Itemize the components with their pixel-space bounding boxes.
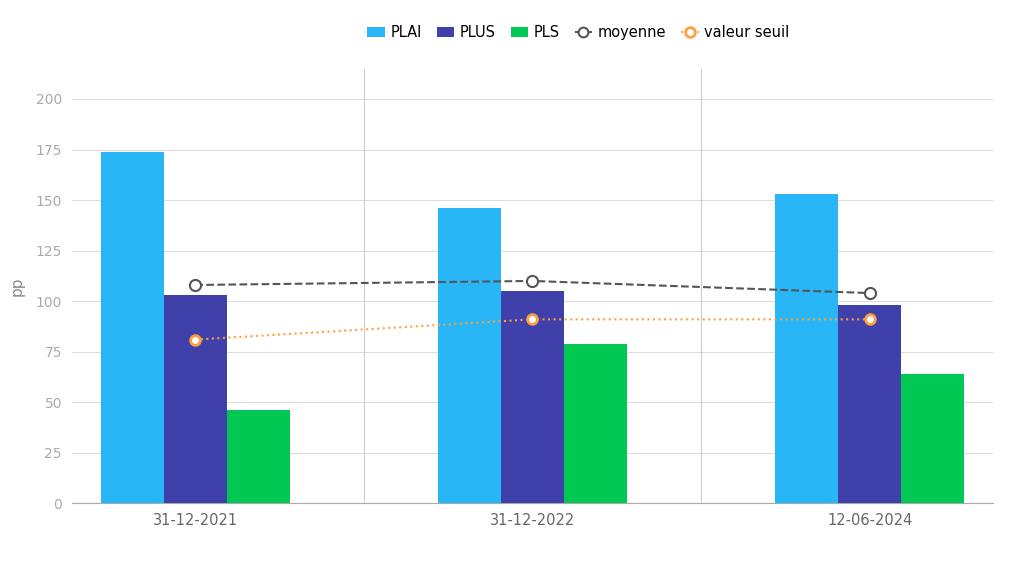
- Bar: [901, 374, 964, 503]
- Bar: [775, 194, 839, 503]
- Y-axis label: pp: pp: [9, 276, 25, 296]
- Bar: [438, 208, 501, 503]
- Bar: [101, 152, 164, 503]
- Bar: [164, 295, 226, 503]
- Bar: [226, 410, 290, 503]
- Legend: PLAI, PLUS, PLS, moyenne, valeur seuil: PLAI, PLUS, PLS, moyenne, valeur seuil: [361, 19, 796, 46]
- Bar: [501, 291, 564, 503]
- Bar: [839, 305, 901, 503]
- Bar: [564, 344, 627, 503]
